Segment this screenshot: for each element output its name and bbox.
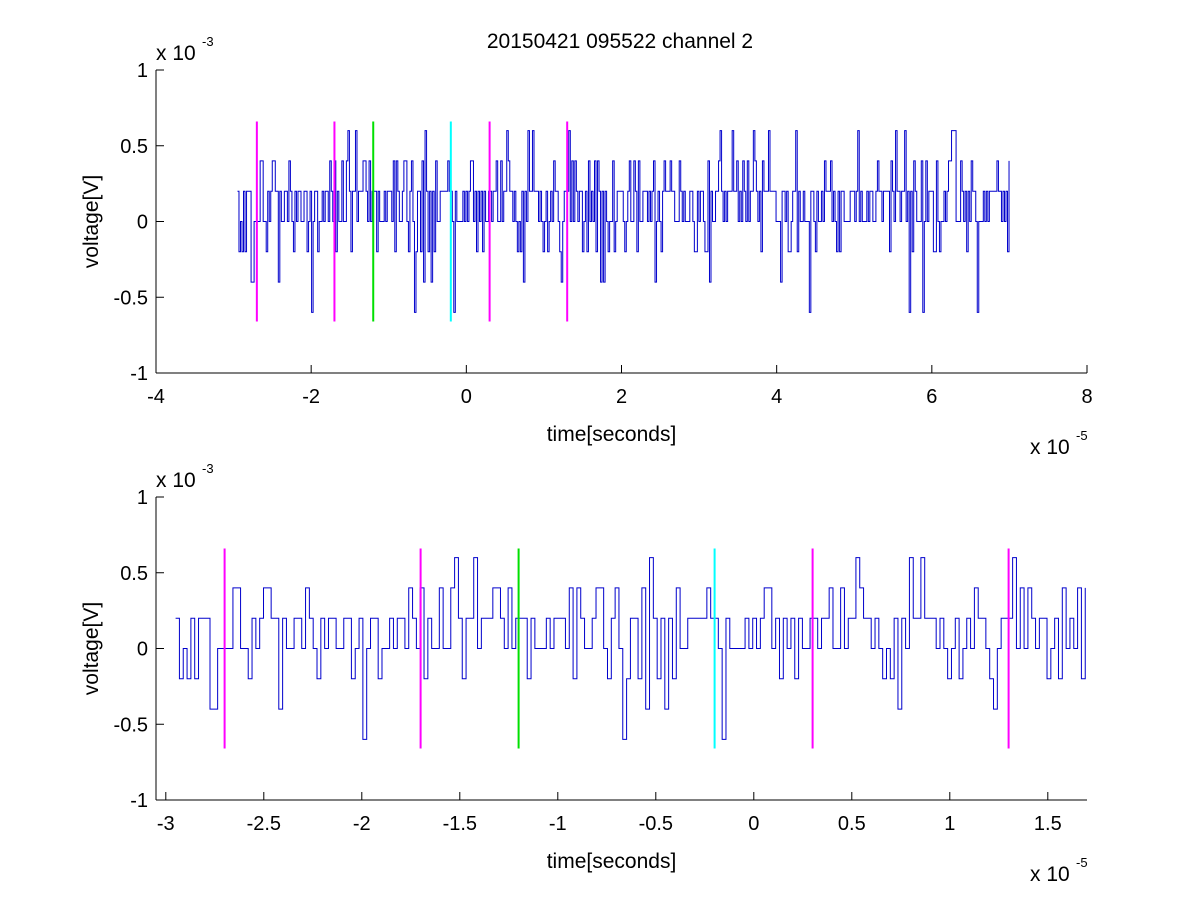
- ticks-top: -4 -2 0 2 4 6 8 1 0.5 0 -0.5 -1: [114, 60, 1093, 408]
- y-tick-label: 0: [137, 212, 148, 234]
- plot-area-top: [237, 121, 1010, 322]
- y-exponent-power-top: -3: [202, 34, 214, 49]
- x-tick-label: -0.5: [639, 813, 673, 835]
- signal-series-0: [237, 130, 1010, 313]
- signal-series-0: [175, 557, 1086, 740]
- x-tick-label: 6: [926, 386, 937, 408]
- ticks-bottom: -3 -2.5 -2 -1.5 -1 -0.5 0 0.5 1 1.5 1 0.5 0 -0.5 -1: [114, 487, 1087, 835]
- x-exponent-bottom: x 10 -5: [1030, 855, 1088, 886]
- subplot-bottom: -3 -2.5 -2 -1.5 -1 -0.5 0 0.5 1 1.5 1 0.5 0 -0.5 -1 ti…: [80, 461, 1088, 886]
- y-axis-label-top: voltage[V]: [80, 175, 103, 268]
- x-tick-label: -2: [302, 386, 320, 408]
- x-tick-label: 1: [944, 813, 955, 835]
- plot-area-bottom: [175, 548, 1086, 749]
- x-tick-label: -1.5: [443, 813, 477, 835]
- x-tick-label: 2: [616, 386, 627, 408]
- y-tick-label: 1: [137, 487, 148, 509]
- x-tick-label: 1.5: [1034, 813, 1062, 835]
- y-tick-label: -1: [130, 790, 148, 812]
- y-tick-label: 0: [137, 639, 148, 661]
- y-exponent-base-bottom: x 10: [156, 469, 196, 492]
- x-tick-label: -4: [147, 386, 165, 408]
- y-axis-label-bottom: voltage[V]: [80, 602, 103, 695]
- x-tick-label: 0: [461, 386, 472, 408]
- x-tick-label: -1: [549, 813, 567, 835]
- subplot-top: -4 -2 0 2 4 6 8 1 0.5 0 -0.5 -1 time[seconds] volta…: [80, 34, 1093, 459]
- x-tick-label: -2.5: [247, 813, 281, 835]
- y-exponent-bottom: x 10 -3: [156, 461, 214, 492]
- x-axis-label-top: time[seconds]: [547, 423, 677, 446]
- x-exponent-base-bottom: x 10: [1030, 863, 1070, 886]
- x-tick-label: -3: [157, 813, 175, 835]
- x-exponent-power-top: -5: [1076, 428, 1088, 443]
- y-exponent-top: x 10 -3: [156, 34, 214, 65]
- x-exponent-base-top: x 10: [1030, 436, 1070, 459]
- x-exponent-top: x 10 -5: [1030, 428, 1088, 459]
- x-tick-label: -2: [353, 813, 371, 835]
- x-tick-label: 4: [771, 386, 782, 408]
- y-tick-label: -0.5: [114, 714, 148, 736]
- y-tick-label: 0.5: [120, 563, 148, 585]
- figure-title: 20150421 095522 channel 2: [487, 30, 753, 53]
- y-exponent-base-top: x 10: [156, 42, 196, 65]
- x-exponent-power-bottom: -5: [1076, 855, 1088, 870]
- x-tick-label: 0: [748, 813, 759, 835]
- y-tick-label: -0.5: [114, 287, 148, 309]
- x-tick-label: 0.5: [838, 813, 866, 835]
- x-tick-label: 8: [1081, 386, 1092, 408]
- y-tick-label: 0.5: [120, 136, 148, 158]
- y-exponent-power-bottom: -3: [202, 461, 214, 476]
- y-tick-label: 1: [137, 60, 148, 82]
- x-axis-label-bottom: time[seconds]: [547, 850, 677, 873]
- y-tick-label: -1: [130, 363, 148, 385]
